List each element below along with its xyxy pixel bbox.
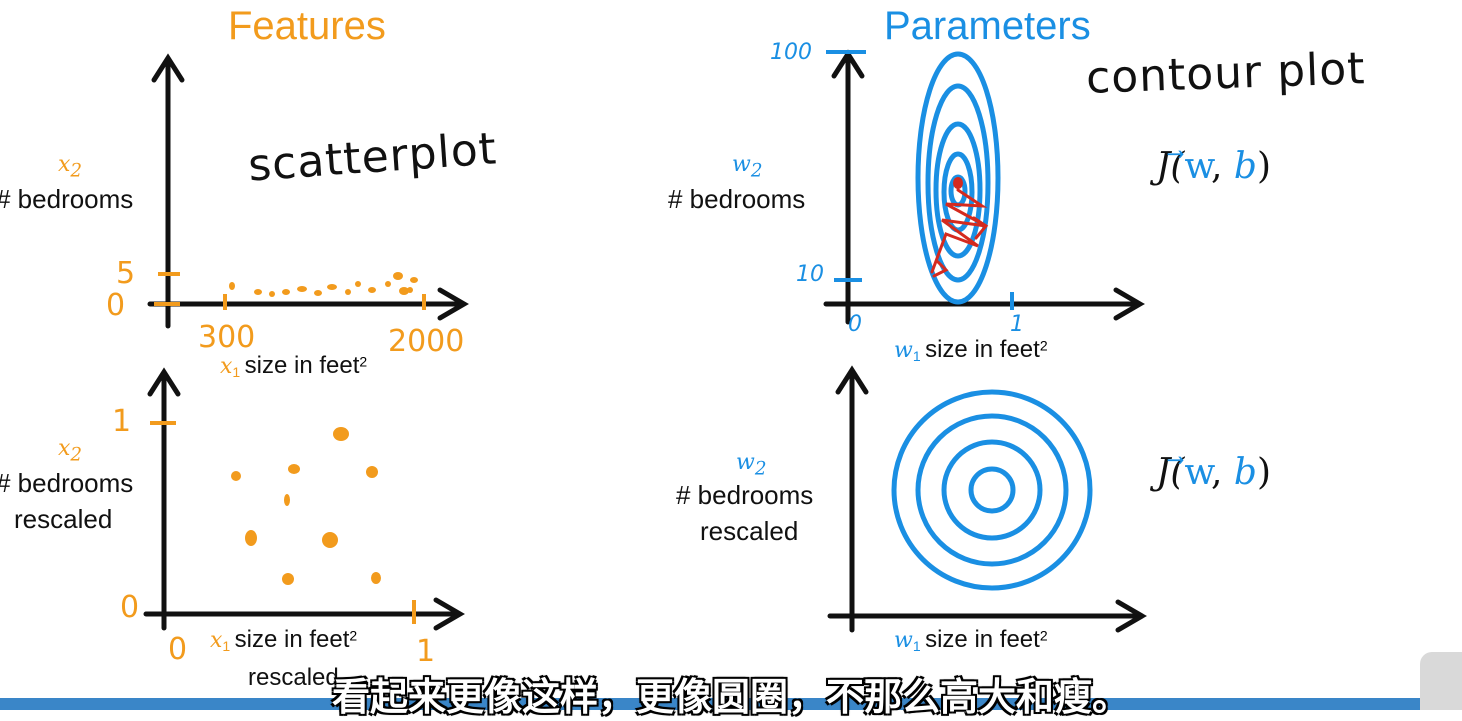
top-right-axes bbox=[823, 49, 1145, 325]
video-subtitle: 看起来更像这样，更像圆圈，不那么高大和瘦。 bbox=[331, 677, 1130, 719]
top-left-y-tick-5: 5 bbox=[116, 256, 136, 291]
gradient-descent-path bbox=[930, 188, 989, 278]
bottom-right-x-label: w1 size in feet2 bbox=[894, 626, 1048, 655]
top-left-points bbox=[229, 272, 418, 297]
top-left-x-label: x1 size in feet2 bbox=[220, 352, 368, 381]
bottom-left-y-tick-1: 1 bbox=[112, 404, 132, 439]
minimum-point bbox=[953, 177, 963, 189]
parameters-title: Parameters bbox=[884, 4, 1091, 48]
top-right-y-tick-10: 10 bbox=[796, 262, 824, 287]
video-progress-bar[interactable] bbox=[0, 698, 1462, 710]
top-right-ticks bbox=[826, 50, 1014, 310]
bottom-right-y-label-1: # bedrooms bbox=[676, 480, 814, 510]
bottom-left-axes bbox=[143, 367, 465, 631]
bottom-left-points bbox=[231, 427, 381, 585]
bottom-left-y-label-1: # bedrooms bbox=[0, 468, 134, 498]
features-title: Features bbox=[228, 4, 386, 48]
top-right-y-label: # bedrooms bbox=[668, 184, 806, 214]
bottom-left-y-variable: x2 bbox=[58, 436, 83, 466]
bottom-left-x-tick-1: 1 bbox=[416, 634, 436, 669]
top-right-y-variable: w2 bbox=[732, 152, 763, 182]
top-right-y-tick-100: 100 bbox=[770, 40, 812, 65]
top-left-y-variable: x2 bbox=[58, 152, 83, 182]
top-right-cost-formula: J(⃗w, b) bbox=[1156, 146, 1272, 187]
top-left-y-tick-0: 0 bbox=[106, 288, 126, 323]
bottom-left-x-label-2: rescaled bbox=[248, 664, 339, 691]
top-right-x-label: w1 size in feet2 bbox=[894, 336, 1048, 365]
top-right-x-tick-0: 0 bbox=[848, 312, 862, 337]
top-left-y-label: # bedrooms bbox=[0, 184, 134, 214]
top-left-x-tick-300: 300 bbox=[198, 320, 256, 355]
bottom-right-contours bbox=[891, 389, 1093, 591]
top-left-x-tick-2000: 2000 bbox=[388, 324, 465, 359]
bottom-left-x-label: x1 size in feet2 bbox=[210, 626, 358, 655]
bottom-right-y-variable: w2 bbox=[736, 450, 767, 480]
bottom-left-y-tick-0: 0 bbox=[120, 590, 140, 625]
bottom-right-y-label-2: rescaled bbox=[700, 516, 799, 546]
player-control-button[interactable] bbox=[1420, 652, 1462, 710]
bottom-right-cost-formula: J(⃗w, b) bbox=[1156, 452, 1272, 493]
bottom-left-ticks bbox=[150, 421, 416, 624]
bottom-left-y-label-2: rescaled bbox=[14, 504, 113, 534]
bottom-left-x-tick-0: 0 bbox=[168, 632, 188, 667]
bottom-right-axes bbox=[827, 365, 1147, 633]
top-right-x-tick-1: 1 bbox=[1010, 312, 1024, 337]
top-left-ticks bbox=[154, 272, 426, 310]
top-left-axes bbox=[147, 53, 469, 329]
